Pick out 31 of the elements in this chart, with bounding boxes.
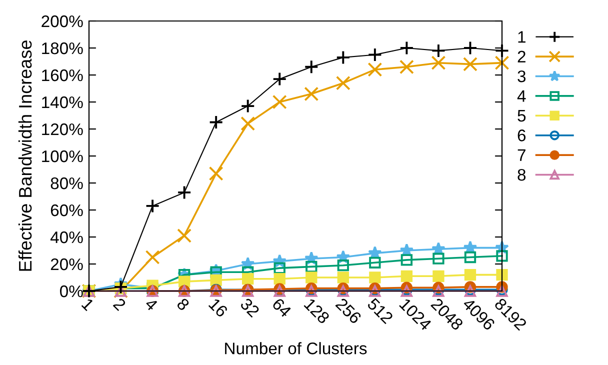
x-tick-label: 32 — [240, 297, 260, 318]
y-tick-label: 80% — [50, 177, 83, 190]
y-tick-label: 140% — [42, 96, 83, 108]
x-tick-label: 2 — [112, 297, 126, 312]
x-tick-label: 128 — [304, 298, 330, 324]
y-tick-label: 200% — [42, 15, 83, 28]
legend-label: 3 — [518, 70, 526, 82]
y-tick-label: 180% — [42, 42, 83, 54]
x-tick-label: 64 — [272, 297, 292, 318]
x-tick-label: 256 — [335, 297, 362, 324]
y-tick-label: 0% — [60, 285, 83, 298]
legend-label: 4 — [517, 90, 526, 102]
legend-label: 5 — [518, 110, 526, 122]
legend-label: 2 — [518, 50, 526, 62]
y-axis-title: Effective Bandwidth Increase — [18, 40, 32, 271]
y-tick-label: 120% — [42, 123, 83, 136]
y-tick-label: 100% — [42, 150, 83, 162]
legend-label: 6 — [518, 130, 526, 142]
x-axis-title: Number of Clusters — [225, 342, 367, 354]
y-tick-label: 160% — [42, 69, 83, 82]
legend-label: 7 — [518, 149, 526, 161]
x-tick-label: 8 — [176, 297, 190, 312]
legend-label: 1 — [518, 31, 526, 43]
legend-label: 8 — [518, 168, 526, 181]
y-tick-label: 40% — [50, 231, 83, 244]
y-tick-label: 60% — [50, 204, 83, 216]
y-tick-label: 20% — [50, 258, 83, 270]
x-tick-label: 4 — [144, 297, 158, 312]
x-tick-label: 512 — [366, 297, 394, 324]
x-tick-label: 16 — [208, 298, 228, 318]
x-tick-label: 1 — [81, 298, 95, 312]
